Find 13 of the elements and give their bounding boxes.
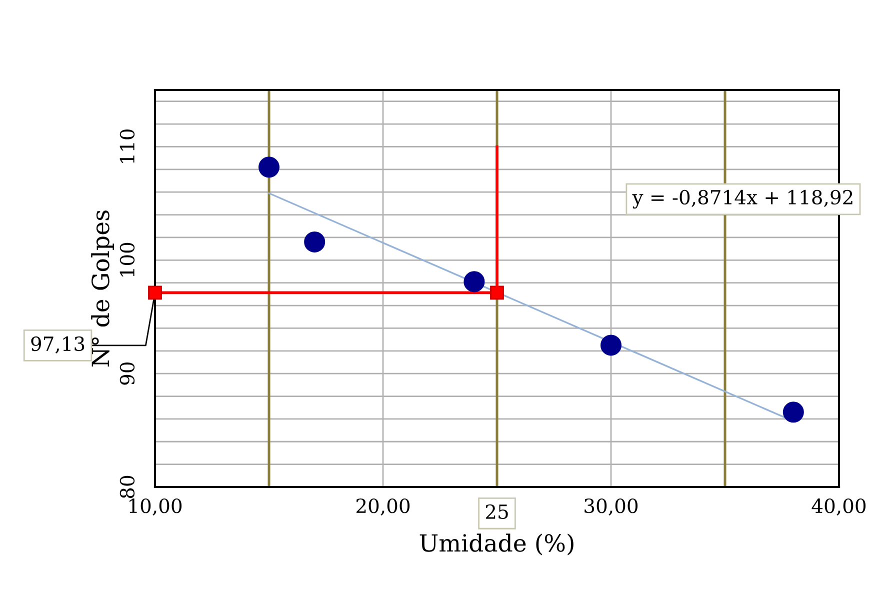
y-tick-label: 80 — [120, 476, 135, 498]
y-axis-title: N° de Golpes — [91, 210, 114, 367]
x-tick-label: 40,00 — [812, 498, 866, 516]
annotation: 25 — [486, 504, 508, 520]
x-tick-label: 10,00 — [130, 498, 182, 516]
y-tick-label: 100 — [120, 242, 135, 276]
x-tick-label: 20,00 — [356, 498, 410, 516]
x-tick-label: 30,00 — [584, 498, 638, 516]
annotation: 97,13 — [31, 336, 84, 354]
annotation: y = -0,8714x + 118,92 — [632, 190, 852, 209]
y-tick-label: 110 — [120, 129, 135, 163]
y-tick-label: 90 — [120, 362, 135, 385]
x-axis-title: Umidade (%) — [420, 534, 574, 556]
